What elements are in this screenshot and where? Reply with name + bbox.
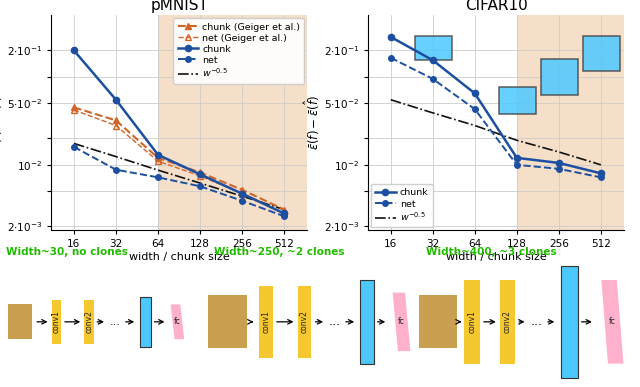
chunk [70,48,77,53]
Y-axis label: $\bar{\varepsilon}(f) - \bar{\varepsilon}(\hat{f})$: $\bar{\varepsilon}(f) - \bar{\varepsilon… [302,96,322,150]
Text: conv2: conv2 [503,310,512,333]
chunk [112,98,120,102]
net [112,167,120,172]
net (Geiger et al.) [154,159,162,163]
net [597,175,605,180]
FancyBboxPatch shape [360,280,374,364]
Line: net: net [71,144,287,219]
chunk (Geiger et al.) [196,170,204,175]
FancyBboxPatch shape [499,87,536,114]
net [429,77,436,81]
Text: fc: fc [609,317,616,326]
net (Geiger et al.) [112,123,120,128]
Text: ...: ... [530,315,542,328]
net (Geiger et al.) [280,211,288,216]
chunk (Geiger et al.) [70,105,77,110]
net (Geiger et al.) [238,191,246,196]
FancyBboxPatch shape [259,286,273,358]
net [280,214,288,219]
FancyBboxPatch shape [465,280,480,364]
chunk [280,211,288,216]
FancyBboxPatch shape [52,300,61,344]
FancyBboxPatch shape [8,304,32,339]
Line: chunk: chunk [388,34,604,176]
Text: conv1: conv1 [52,310,61,333]
FancyBboxPatch shape [84,300,93,344]
chunk [555,161,563,165]
Title: CIFAR10: CIFAR10 [465,0,527,13]
FancyBboxPatch shape [415,36,452,60]
Y-axis label: $\bar{\varepsilon}(f) - \bar{\varepsilon}(\hat{f})$: $\bar{\varepsilon}(f) - \bar{\varepsilon… [0,96,5,150]
FancyBboxPatch shape [298,286,312,358]
chunk [196,172,204,176]
Polygon shape [392,293,410,351]
chunk [513,156,520,160]
Text: ...: ... [328,315,340,328]
net [513,163,520,167]
Text: Width~250, ~2 clones: Width~250, ~2 clones [214,247,345,257]
X-axis label: width / chunk size: width / chunk size [445,252,547,262]
chunk (Geiger et al.) [112,118,120,123]
net (Geiger et al.) [70,108,77,112]
Polygon shape [602,280,623,364]
X-axis label: width / chunk size: width / chunk size [129,252,230,262]
Text: ...: ... [109,317,120,327]
net [70,145,77,149]
Legend: chunk, net, $w^{-0.5}$: chunk, net, $w^{-0.5}$ [371,184,433,228]
Text: fc: fc [174,317,181,326]
Text: conv2: conv2 [84,310,93,333]
net [471,107,479,111]
FancyBboxPatch shape [584,36,620,70]
chunk [238,191,246,196]
net (Geiger et al.) [196,173,204,178]
net [387,55,394,60]
chunk [387,34,394,39]
Line: net (Geiger et al.): net (Geiger et al.) [71,107,287,216]
Legend: chunk (Geiger et al.), net (Geiger et al.), chunk, net, $w^{-0.5}$: chunk (Geiger et al.), net (Geiger et al… [173,18,305,84]
chunk [154,152,162,157]
chunk [597,171,605,176]
Bar [516,15,624,230]
Text: conv2: conv2 [300,310,309,333]
chunk (Geiger et al.) [238,187,246,192]
Line: chunk (Geiger et al.): chunk (Geiger et al.) [71,104,287,212]
Text: conv1: conv1 [468,310,477,333]
Text: Width~400, ~3 clones: Width~400, ~3 clones [426,247,556,257]
Line: chunk: chunk [71,47,287,216]
net [555,166,563,171]
net [196,184,204,188]
Text: fc: fc [398,317,405,326]
chunk (Geiger et al.) [154,156,162,160]
FancyBboxPatch shape [208,296,246,348]
Title: pMNIST: pMNIST [150,0,208,13]
FancyBboxPatch shape [561,266,578,378]
Line: net: net [388,55,604,180]
Polygon shape [170,305,184,339]
FancyBboxPatch shape [541,60,579,95]
FancyBboxPatch shape [417,296,457,348]
net [154,175,162,180]
FancyBboxPatch shape [500,280,515,364]
chunk (Geiger et al.) [280,207,288,212]
chunk [471,91,479,96]
Text: Width~30, no clones: Width~30, no clones [6,247,128,257]
Text: conv1: conv1 [261,310,270,333]
chunk [429,58,436,63]
net [238,199,246,203]
FancyBboxPatch shape [140,297,150,347]
